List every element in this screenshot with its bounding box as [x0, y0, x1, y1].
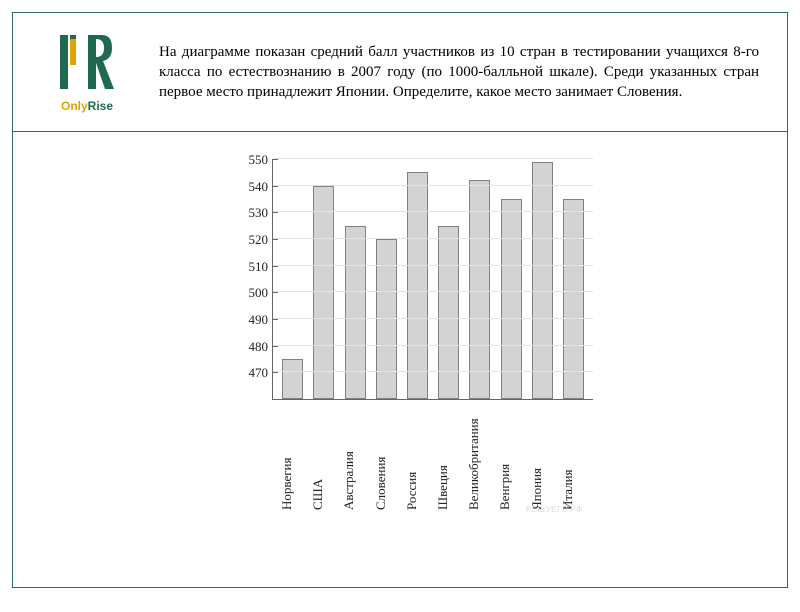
brand-only: Only	[61, 99, 88, 113]
x-tick-label: Италия	[561, 400, 589, 516]
bar-slot	[308, 160, 339, 399]
grid-line	[273, 265, 593, 266]
grid-line	[273, 318, 593, 319]
y-tick-label: 500	[249, 285, 269, 301]
bars-region	[273, 160, 593, 400]
y-tick-label: 470	[249, 365, 269, 381]
x-tick-label: Венгрия	[498, 400, 526, 516]
bar	[469, 180, 490, 399]
slide-frame: OnlyRise На диаграмме показан средний ба…	[12, 12, 788, 588]
header-panel: OnlyRise На диаграмме показан средний ба…	[13, 13, 787, 132]
x-tick-label: Россия	[405, 400, 433, 516]
bar	[345, 226, 366, 399]
bar	[438, 226, 459, 399]
bar-slot	[277, 160, 308, 399]
bar	[563, 199, 584, 399]
watermark: РЕШУЕГЭ.РФ	[526, 505, 583, 514]
grid-line	[273, 291, 593, 292]
x-axis-labels: НорвегияСШААвстралияСловенияРоссияШвеция…	[273, 400, 593, 516]
grid-line	[273, 158, 593, 159]
x-tick-label: Япония	[530, 400, 558, 516]
bar-slot	[433, 160, 464, 399]
brand-rise: Rise	[88, 99, 113, 113]
x-tick-label: США	[311, 400, 339, 516]
y-tick-label: 550	[249, 152, 269, 168]
bar-slot	[402, 160, 433, 399]
bar-slot	[339, 160, 370, 399]
brand-logo: OnlyRise	[33, 31, 141, 113]
bar	[282, 359, 303, 399]
x-tick-label: Австралия	[342, 400, 370, 516]
y-tick-label: 490	[249, 312, 269, 328]
bar-chart: 470480490500510520530540550 НорвегияСШАА…	[233, 160, 593, 516]
bar	[376, 239, 397, 399]
y-tick-label: 480	[249, 339, 269, 355]
grid-line	[273, 211, 593, 212]
x-tick-label: Великобритания	[467, 400, 495, 516]
bar-slot	[527, 160, 558, 399]
bar-slot	[558, 160, 589, 399]
y-tick-label: 520	[249, 232, 269, 248]
plot-area: 470480490500510520530540550	[233, 160, 593, 400]
x-tick-label: Норвегия	[280, 400, 308, 516]
y-tick-label: 540	[249, 179, 269, 195]
bar-slot	[495, 160, 526, 399]
grid-line	[273, 185, 593, 186]
bars-row	[273, 160, 593, 399]
bar	[407, 172, 428, 399]
chart-panel: 470 480 490 500 510 520 530 540 550 НорвегияСШАА…	[13, 132, 787, 587]
grid-line	[273, 238, 593, 239]
grid-line	[273, 371, 593, 372]
bar	[501, 199, 522, 399]
problem-statement: На диаграмме показан средний балл участн…	[159, 42, 759, 103]
y-tick-label: 530	[249, 205, 269, 221]
grid-line	[273, 345, 593, 346]
brand-name: OnlyRise	[33, 99, 141, 113]
bar-slot	[371, 160, 402, 399]
x-tick-label: Словения	[374, 400, 402, 516]
y-axis: 470480490500510520530540550	[233, 160, 273, 400]
bar	[532, 162, 553, 399]
x-tick-label: Швеция	[436, 400, 464, 516]
onlyrise-logo-icon	[58, 31, 116, 93]
y-tick-label: 510	[249, 259, 269, 275]
bar-slot	[464, 160, 495, 399]
